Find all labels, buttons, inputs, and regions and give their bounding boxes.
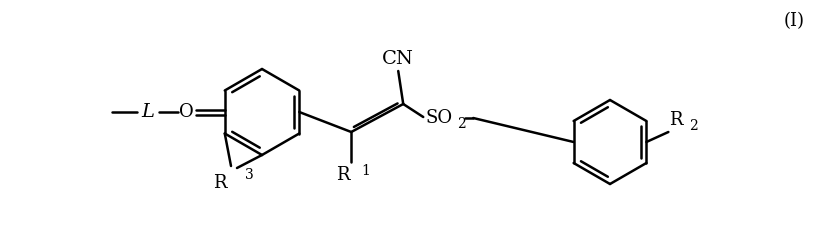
Text: O: O xyxy=(179,103,194,121)
Text: 1: 1 xyxy=(361,164,370,178)
Text: R: R xyxy=(336,166,349,184)
Text: 3: 3 xyxy=(245,168,254,182)
Text: 2: 2 xyxy=(690,119,698,133)
Text: R: R xyxy=(669,111,683,129)
Text: R: R xyxy=(213,174,227,192)
Text: SO: SO xyxy=(425,109,452,127)
Text: L: L xyxy=(141,103,155,121)
Text: 2: 2 xyxy=(457,116,466,130)
Text: (I): (I) xyxy=(784,12,805,30)
Text: CN: CN xyxy=(382,50,414,68)
